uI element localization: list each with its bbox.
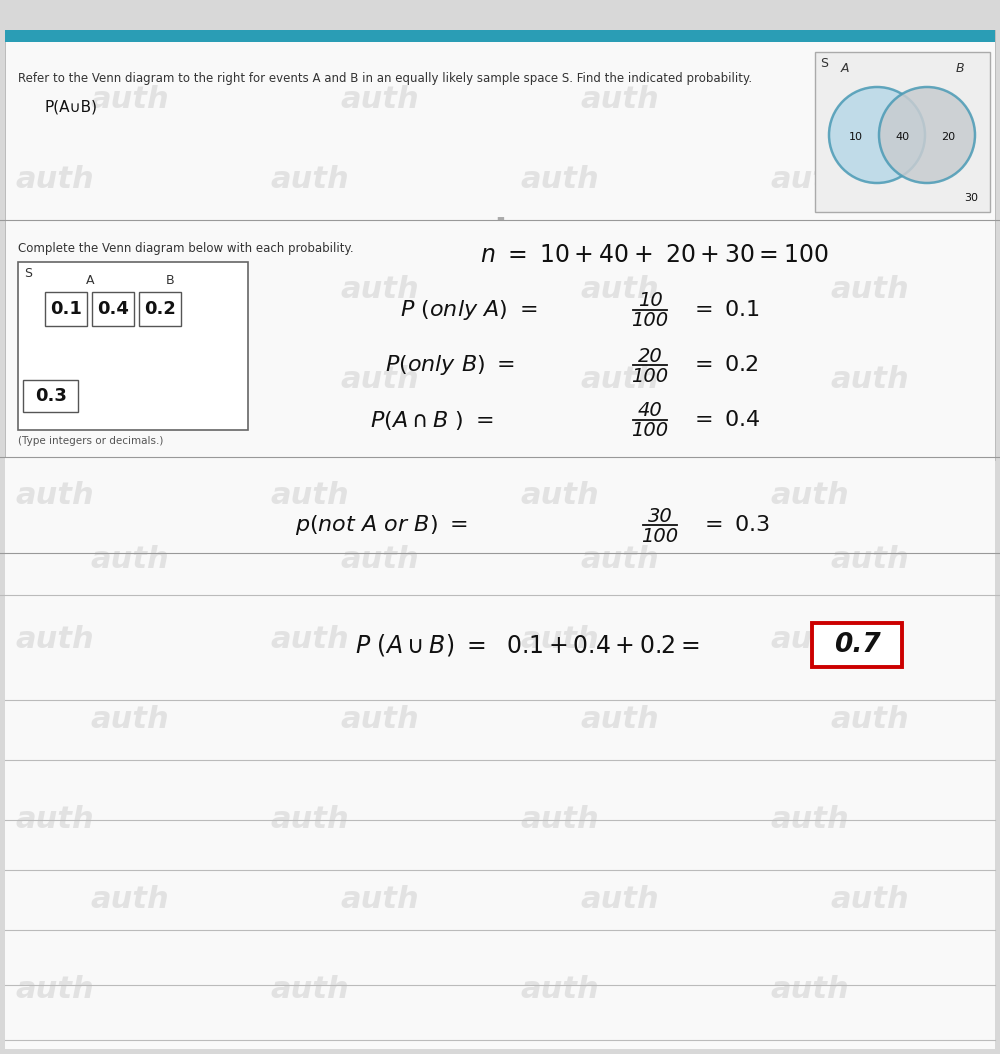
FancyBboxPatch shape	[5, 30, 995, 42]
FancyBboxPatch shape	[5, 30, 995, 460]
Text: auth: auth	[581, 705, 659, 735]
Text: (Type integers or decimals.): (Type integers or decimals.)	[18, 436, 163, 446]
Text: $P(only\ B)\ =$: $P(only\ B)\ =$	[385, 353, 515, 377]
Text: auth: auth	[341, 275, 419, 305]
FancyBboxPatch shape	[92, 292, 134, 326]
Text: auth: auth	[831, 546, 909, 574]
FancyBboxPatch shape	[815, 52, 990, 212]
Text: auth: auth	[271, 976, 349, 1004]
Text: auth: auth	[16, 805, 94, 835]
Text: 40: 40	[638, 402, 662, 421]
FancyBboxPatch shape	[5, 458, 995, 1049]
Text: 0.7: 0.7	[834, 632, 880, 658]
Text: Refer to the Venn diagram to the right for events A and B in an equally likely s: Refer to the Venn diagram to the right f…	[18, 72, 752, 85]
Text: auth: auth	[831, 275, 909, 305]
Text: auth: auth	[341, 885, 419, 915]
Text: 10: 10	[849, 132, 863, 142]
Text: auth: auth	[271, 805, 349, 835]
Text: 40: 40	[895, 132, 909, 142]
Text: ▬: ▬	[496, 215, 504, 223]
Text: auth: auth	[341, 546, 419, 574]
Text: auth: auth	[91, 275, 169, 305]
Text: 20: 20	[941, 132, 955, 142]
Text: 30: 30	[648, 507, 672, 526]
Text: $=\ 0.4$: $=\ 0.4$	[690, 410, 761, 430]
Text: auth: auth	[271, 165, 349, 195]
FancyBboxPatch shape	[45, 292, 87, 326]
Text: S: S	[24, 267, 32, 280]
Text: auth: auth	[831, 366, 909, 394]
Text: $P(A\cap B\ )\ =$: $P(A\cap B\ )\ =$	[370, 409, 493, 431]
Text: S: S	[820, 57, 828, 70]
Text: B: B	[166, 274, 174, 287]
Text: 30: 30	[964, 193, 978, 203]
Text: $=\ 0.2$: $=\ 0.2$	[690, 355, 758, 375]
Text: B: B	[956, 62, 964, 75]
Text: 0.1: 0.1	[50, 300, 82, 318]
Text: auth: auth	[771, 481, 849, 509]
Text: 0.3: 0.3	[35, 387, 67, 405]
Text: auth: auth	[271, 481, 349, 509]
Text: auth: auth	[16, 165, 94, 195]
Text: auth: auth	[521, 481, 599, 509]
Text: auth: auth	[16, 625, 94, 655]
Text: auth: auth	[521, 625, 599, 655]
Text: auth: auth	[581, 546, 659, 574]
Text: auth: auth	[581, 885, 659, 915]
Text: auth: auth	[341, 366, 419, 394]
Text: auth: auth	[831, 85, 909, 115]
Text: auth: auth	[91, 85, 169, 115]
FancyBboxPatch shape	[812, 623, 902, 667]
FancyBboxPatch shape	[139, 292, 181, 326]
Text: 10: 10	[638, 292, 662, 311]
Text: auth: auth	[581, 85, 659, 115]
Text: 0.2: 0.2	[144, 300, 176, 318]
Text: 100: 100	[641, 527, 679, 546]
Text: auth: auth	[91, 546, 169, 574]
Text: auth: auth	[581, 366, 659, 394]
Text: $=\ 0.1$: $=\ 0.1$	[690, 300, 760, 320]
Text: 0.4: 0.4	[97, 300, 129, 318]
Text: auth: auth	[521, 805, 599, 835]
Text: auth: auth	[521, 976, 599, 1004]
Text: auth: auth	[521, 165, 599, 195]
Text: P(A∪B): P(A∪B)	[45, 100, 98, 115]
Text: auth: auth	[831, 705, 909, 735]
Text: $P\ (only\ A)\ =$: $P\ (only\ A)\ =$	[400, 298, 537, 323]
Text: $=\ 0.3$: $=\ 0.3$	[700, 515, 770, 535]
Text: 100: 100	[631, 367, 669, 386]
Text: $P\ (A\cup B)\ =\ \ 0.1+0.4+0.2=$: $P\ (A\cup B)\ =\ \ 0.1+0.4+0.2=$	[355, 632, 700, 658]
Text: auth: auth	[771, 625, 849, 655]
FancyBboxPatch shape	[23, 380, 78, 412]
Text: A: A	[841, 62, 849, 75]
Text: auth: auth	[91, 366, 169, 394]
Text: auth: auth	[91, 885, 169, 915]
Text: auth: auth	[341, 85, 419, 115]
FancyBboxPatch shape	[18, 262, 248, 430]
Text: auth: auth	[771, 976, 849, 1004]
Circle shape	[829, 87, 925, 183]
Text: $n\ =\ 10+40+\ 20+30=100$: $n\ =\ 10+40+\ 20+30=100$	[480, 243, 829, 267]
Text: Complete the Venn diagram below with each probability.: Complete the Venn diagram below with eac…	[18, 242, 354, 255]
Text: auth: auth	[16, 481, 94, 509]
Text: A: A	[86, 274, 94, 287]
Text: 100: 100	[631, 422, 669, 441]
Text: auth: auth	[271, 625, 349, 655]
Text: 20: 20	[638, 347, 662, 366]
Text: 100: 100	[631, 312, 669, 331]
Text: auth: auth	[771, 805, 849, 835]
Text: auth: auth	[771, 165, 849, 195]
Circle shape	[879, 87, 975, 183]
Text: auth: auth	[341, 705, 419, 735]
Text: auth: auth	[831, 885, 909, 915]
Text: $p(not\ A\ or\ B)\ =$: $p(not\ A\ or\ B)\ =$	[295, 513, 468, 536]
Text: auth: auth	[581, 275, 659, 305]
Text: auth: auth	[91, 705, 169, 735]
Text: auth: auth	[16, 976, 94, 1004]
